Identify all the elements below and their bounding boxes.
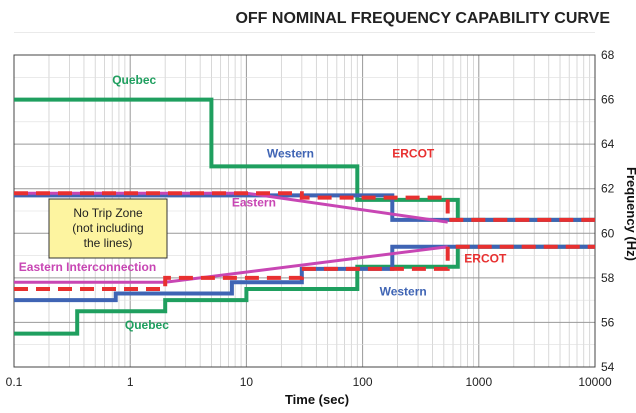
y-axis-label: Frequency (Hz) xyxy=(624,167,636,261)
ercot-curve xyxy=(14,244,595,291)
x-axis-ticks: 0.1 1 10 100 1000 10000 xyxy=(6,375,612,389)
note-text-line: No Trip Zone xyxy=(73,206,143,220)
series-layer xyxy=(14,97,595,336)
x-tick-label: 1 xyxy=(127,375,134,389)
y-tick-label: 66 xyxy=(601,93,615,107)
x-tick-label: 1000 xyxy=(465,375,492,389)
no-trip-zone-note: No Trip Zone (not including the lines) xyxy=(48,198,168,259)
eastern-interconnection-label: Eastern Interconnection xyxy=(19,260,156,274)
note-text-line: (not including xyxy=(72,221,143,235)
quebec-label: Quebec xyxy=(112,73,156,87)
note-box xyxy=(48,198,168,259)
y-tick-label: 68 xyxy=(601,48,615,62)
y-tick-label: 60 xyxy=(601,226,615,240)
western-curve xyxy=(14,244,595,303)
chart-title: OFF NOMINAL FREQUENCY CAPABILITY CURVE xyxy=(235,10,610,27)
eastern-label: Eastern xyxy=(232,196,276,210)
y-tick-label: 54 xyxy=(601,360,615,374)
note-text-line: the lines) xyxy=(84,236,133,250)
y-tick-label: 64 xyxy=(601,137,615,151)
ercot-label: ERCOT xyxy=(464,251,507,265)
annotations: Quebec Western ERCOT Eastern Eastern Interco… xyxy=(19,73,507,332)
x-tick-label: 10 xyxy=(240,375,254,389)
y-tick-label: 56 xyxy=(601,315,615,329)
quebec-curve xyxy=(14,244,595,336)
x-tick-label: 10000 xyxy=(578,375,612,389)
y-tick-label: 58 xyxy=(601,271,615,285)
x-tick-label: 100 xyxy=(353,375,373,389)
ercot-curve xyxy=(14,191,595,222)
western-label: Western xyxy=(267,147,314,161)
x-tick-label: 0.1 xyxy=(6,375,23,389)
quebec-label: Quebec xyxy=(125,318,169,332)
plot-frame xyxy=(13,54,596,368)
quebec-curve xyxy=(14,97,595,222)
note-text: No Trip Zone (not including the lines) xyxy=(72,206,143,250)
ercot-label: ERCOT xyxy=(392,147,435,161)
western-label: Western xyxy=(380,285,427,299)
x-axis-label: Time (sec) xyxy=(285,392,349,407)
y-tick-label: 62 xyxy=(601,182,615,196)
y-axis-ticks: 54 56 58 60 62 64 66 68 xyxy=(601,48,615,374)
